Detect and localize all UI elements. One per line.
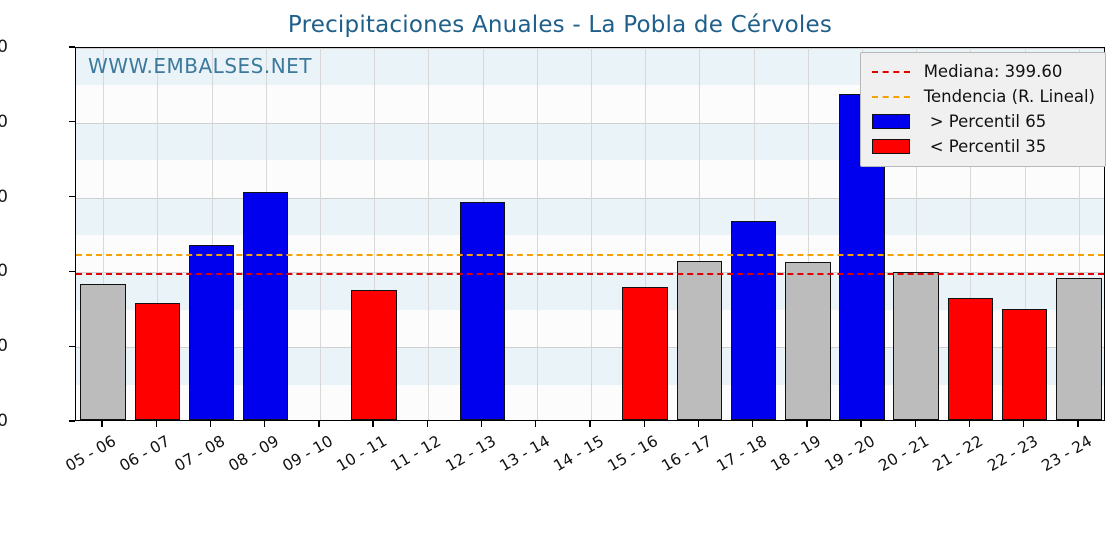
x-tick-mark <box>806 421 808 427</box>
bar-05-06 <box>80 283 126 420</box>
x-tick-mark <box>372 421 374 427</box>
legend-label: Tendencia (R. Lineal) <box>923 87 1095 106</box>
bar-20-21 <box>893 271 940 420</box>
y-tick-label: 0 <box>0 411 8 431</box>
gridline-horizontal <box>76 122 1104 124</box>
median-line <box>76 272 1104 275</box>
gridline-vertical <box>428 48 430 420</box>
gridline-vertical <box>916 48 918 420</box>
legend-item: > Percentil 65 <box>870 109 1095 134</box>
gridline-vertical <box>374 48 376 420</box>
bar-10-11 <box>351 289 397 420</box>
gridline-horizontal <box>76 48 1104 49</box>
gridline-vertical <box>970 48 972 420</box>
legend-item: Mediana: 399.60 <box>870 59 1095 84</box>
bar-18-19 <box>785 262 831 420</box>
x-tick-mark <box>535 421 537 427</box>
watermark: WWW.EMBALSES.NET <box>88 54 313 78</box>
color-swatch-icon <box>871 114 910 129</box>
x-tick-mark <box>860 421 862 427</box>
gridline-vertical <box>1024 48 1026 420</box>
bar-15-16 <box>622 287 668 420</box>
gridline-vertical <box>699 48 701 420</box>
y-tick-label: 200 <box>0 336 8 357</box>
y-tick-mark <box>69 420 75 422</box>
gridline-vertical <box>536 48 538 420</box>
y-tick-mark <box>69 345 75 347</box>
bar-08-09 <box>242 191 289 420</box>
x-tick-mark <box>264 421 266 427</box>
legend-label: Mediana: 399.60 <box>923 62 1063 81</box>
x-tick-mark <box>155 421 157 427</box>
x-tick-mark <box>643 421 645 427</box>
y-tick-label: 800 <box>0 111 8 132</box>
gridline-vertical <box>807 48 809 420</box>
chart-legend: Mediana: 399.60 Tendencia (R. Lineal) > Pe… <box>859 52 1106 167</box>
gridline-vertical <box>591 48 592 420</box>
background-band <box>76 197 1104 235</box>
gridline-horizontal <box>76 197 1104 199</box>
x-tick-mark <box>209 421 212 427</box>
legend-key-icon <box>870 70 912 73</box>
dashed-line-icon <box>871 70 910 73</box>
legend-label: < Percentil 35 <box>929 137 1047 156</box>
legend-item: Tendencia (R. Lineal) <box>870 84 1095 109</box>
bar-21-22 <box>947 298 994 420</box>
y-tick-label: 1000 <box>0 37 8 57</box>
legend-item: < Percentil 35 <box>870 134 1095 159</box>
legend-label: > Percentil 65 <box>929 112 1047 131</box>
x-tick-mark <box>426 421 429 427</box>
gridline-horizontal <box>76 347 1104 349</box>
legend-key-icon <box>870 95 912 98</box>
y-tick-mark <box>69 46 75 48</box>
x-tick-mark <box>1077 421 1079 427</box>
trend-line <box>76 254 1104 257</box>
gridline-vertical <box>319 48 321 420</box>
y-tick-mark <box>69 121 75 123</box>
gridline-vertical <box>211 48 213 420</box>
y-tick-mark <box>69 195 75 198</box>
color-swatch-icon <box>871 139 910 154</box>
gridline-vertical <box>157 48 159 420</box>
bar-17-18 <box>730 220 777 420</box>
x-tick-mark <box>1022 421 1025 427</box>
bar-12-13 <box>459 201 506 420</box>
legend-key-icon <box>870 139 912 154</box>
bar-06-07 <box>134 302 181 420</box>
page-title: Precipitaciones Anuales - La Pobla de Cé… <box>287 12 833 38</box>
bar-23-24 <box>1056 277 1102 420</box>
x-tick-mark <box>480 421 483 427</box>
y-tick-label: 600 <box>0 186 8 207</box>
x-tick-mark <box>914 421 916 427</box>
bar-22-23 <box>1001 308 1048 420</box>
bar-07-08 <box>188 244 235 420</box>
gridline-vertical <box>645 48 647 420</box>
legend-key-icon <box>870 114 912 129</box>
x-tick-mark <box>968 421 971 427</box>
y-tick-mark <box>69 270 75 273</box>
x-tick-mark <box>101 421 103 427</box>
dashed-line-icon <box>871 95 910 98</box>
gridline-vertical <box>1078 48 1080 420</box>
chart-figure: Precipitaciones Anuales - La Pobla de Cé… <box>0 12 1106 475</box>
gridline-vertical <box>103 48 105 420</box>
x-tick-mark <box>589 421 591 427</box>
y-tick-label: 400 <box>0 261 8 282</box>
x-tick-mark <box>697 421 700 427</box>
bar-16-17 <box>676 261 723 420</box>
x-tick-mark <box>751 421 754 427</box>
x-tick-mark <box>318 421 320 427</box>
